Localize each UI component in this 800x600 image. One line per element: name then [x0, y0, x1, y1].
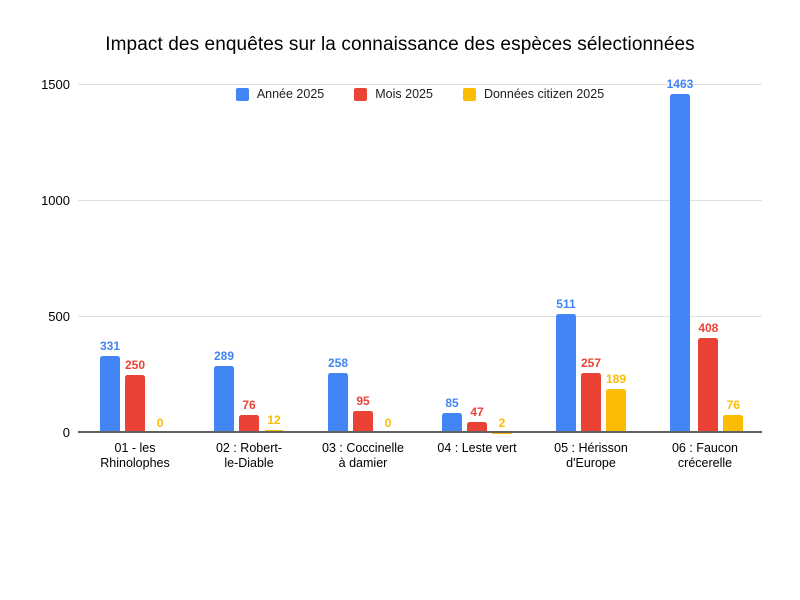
bar-column: 47: [467, 406, 487, 433]
bar-value-label: 95: [356, 393, 370, 408]
bar-group: 85 47 2: [420, 85, 534, 433]
bar: [353, 410, 374, 433]
bar-value-label: 0: [156, 416, 164, 430]
bar: [239, 415, 260, 433]
bar-column: 189: [606, 373, 626, 433]
legend-label: Mois 2025: [375, 87, 433, 101]
bar-value-label: 257: [580, 356, 601, 371]
bar-group: 511 257 189: [534, 85, 648, 433]
legend-item: Mois 2025: [354, 87, 433, 101]
bar-column: 258: [328, 357, 348, 433]
bar-group: 289 76 12: [192, 85, 306, 433]
y-tick-label: 500: [48, 309, 70, 324]
gridline: [78, 200, 762, 201]
bar-column: 408: [698, 322, 718, 433]
bar-value-label: 511: [556, 297, 576, 312]
bar: [125, 375, 146, 433]
bar-group: 258 95 0: [306, 85, 420, 433]
bar-column: 1463: [666, 76, 694, 433]
bar-column: 0: [378, 417, 398, 433]
bar-column: 511: [555, 297, 576, 433]
x-category-label: 03 : Coccinelle à damier: [322, 441, 404, 470]
bar-value-label: 258: [327, 356, 349, 371]
bar-value-label: 47: [470, 405, 484, 420]
bar-column: 76: [723, 398, 744, 433]
bar-column: 0: [150, 417, 170, 433]
bar-value-label: 1463: [666, 76, 694, 91]
x-axis-category-labels: 01 - les Rhinolophes 02 : Robert-le-Diable…: [78, 441, 762, 471]
bar: [442, 413, 462, 433]
y-tick-label: 0: [62, 425, 70, 440]
y-tick-label: 1500: [41, 77, 70, 92]
bar-value-label: 289: [213, 348, 235, 363]
legend: Année 2025 Mois 2025 Données citizen 2025: [78, 87, 762, 101]
bar: [669, 93, 690, 433]
bar-column: 95: [353, 393, 374, 433]
x-category-label: 06 : Faucon crécerelle: [671, 441, 738, 470]
x-category-label: 04 : Leste vert: [437, 441, 517, 455]
bar: [606, 389, 627, 433]
legend-item: Données citizen 2025: [462, 87, 605, 101]
legend-label: Année 2025: [256, 87, 325, 101]
y-axis-tick-labels: 0 500 1000 1500: [0, 78, 70, 440]
bar-value-label: 408: [698, 321, 719, 336]
bar-column: 76: [239, 398, 260, 433]
bar-column: 257: [581, 357, 601, 433]
bar: [214, 365, 234, 433]
bar-column: 289: [213, 348, 235, 433]
bar: [723, 415, 744, 433]
legend-swatch-icon: [354, 87, 368, 101]
x-category-label: 01 - les Rhinolophes: [100, 441, 170, 470]
bar-column: 331: [100, 340, 120, 433]
bar-value-label: 2: [498, 415, 506, 430]
bar-value-label: 250: [125, 358, 146, 372]
bar-value-label: 85: [445, 396, 459, 411]
gridline: [78, 84, 762, 85]
bar-value-label: 331: [99, 339, 120, 354]
bar-value-label: 76: [242, 398, 256, 413]
legend-item: Année 2025: [235, 87, 325, 101]
bar: [698, 338, 719, 433]
bar: [555, 314, 576, 433]
legend-swatch-icon: [235, 87, 249, 101]
plot-area: [78, 84, 762, 433]
bar-groups: 331 250 0 289 76 12 258 95 0 85 47 2 511 257 189 1463 40…: [78, 77, 762, 433]
bar-value-label: 0: [384, 416, 392, 430]
legend-label: Données citizen 2025: [483, 87, 605, 101]
bar-group: 331 250 0: [78, 85, 192, 433]
bar-value-label: 189: [606, 372, 627, 387]
bar: [99, 356, 120, 433]
x-category-label: 02 : Robert-le-Diable: [215, 441, 282, 470]
bar-value-label: 76: [726, 398, 741, 413]
bar-value-label: 12: [267, 413, 281, 428]
bar: [580, 373, 601, 433]
y-tick-label: 1000: [41, 193, 70, 208]
x-category-label: 05 : Hérisson d'Europe: [554, 441, 628, 470]
bar-column: 85: [442, 397, 462, 433]
legend-swatch-icon: [462, 87, 476, 101]
bar: [328, 373, 348, 433]
gridline: [78, 316, 762, 317]
chart-title: Impact des enquêtes sur la connaissance …: [105, 34, 695, 55]
bar-column: 250: [125, 359, 145, 433]
x-axis-line: [78, 431, 762, 433]
bar: [467, 422, 487, 433]
bar-group: 1463 408 76: [648, 77, 762, 433]
